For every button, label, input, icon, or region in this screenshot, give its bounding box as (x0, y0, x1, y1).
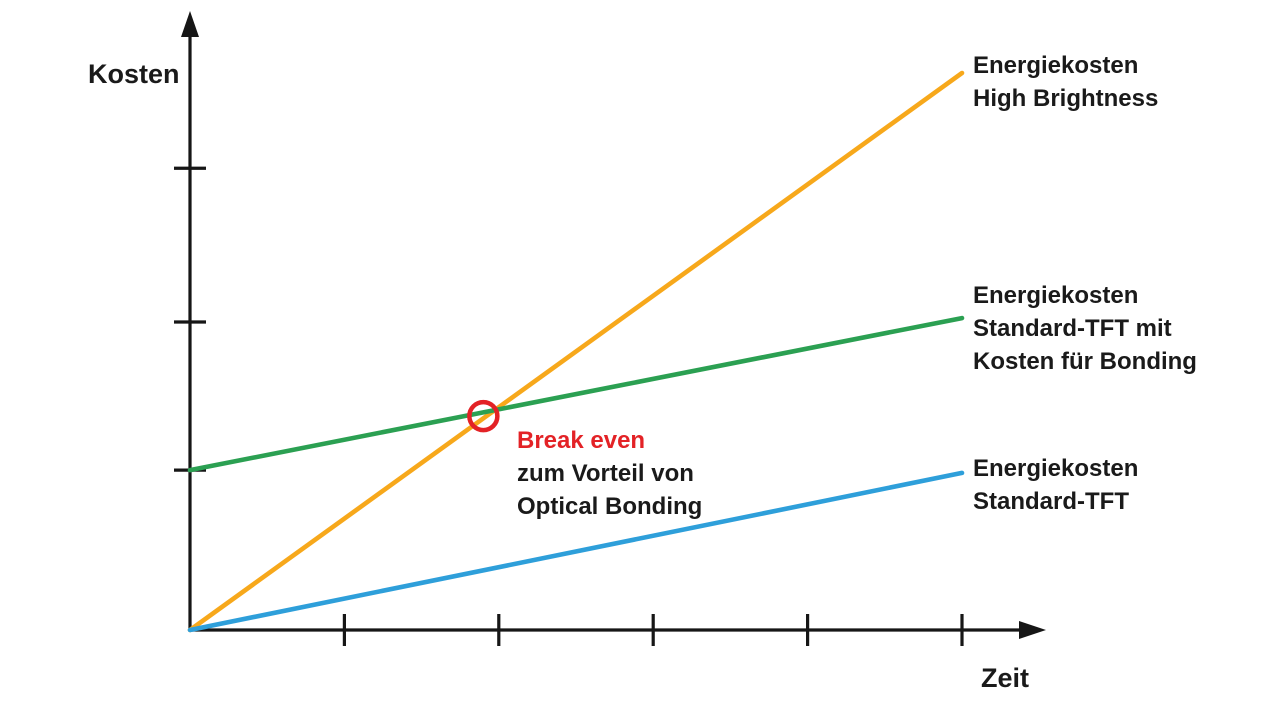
series-lines (187, 70, 965, 633)
legend-label-high-brightness: Energiekosten High Brightness (973, 52, 1159, 112)
x-axis-arrowhead (1019, 621, 1046, 639)
y-axis-arrowhead (181, 11, 199, 37)
axes (181, 11, 1046, 639)
series-line-standard-tft (187, 470, 965, 633)
series-line-high-brightness (187, 70, 965, 633)
axis-ticks (174, 166, 964, 646)
break-even-circle (467, 399, 500, 433)
legend-label-standard-tft-mit-bonding: Energiekosten Standard-TFT mit Kosten fü… (973, 282, 1197, 375)
series-line-standard-tft-mit-bonding (187, 315, 965, 473)
x-axis-label: Zeit (981, 663, 1030, 693)
break-even-label: Break even (517, 427, 646, 454)
legend-label-standard-tft: Energiekosten Standard-TFT (973, 455, 1139, 515)
y-axis-label: Kosten (88, 59, 180, 89)
break-even-sublabel: zum Vorteil von Optical Bonding (517, 460, 703, 520)
break-even-marker (467, 399, 500, 433)
